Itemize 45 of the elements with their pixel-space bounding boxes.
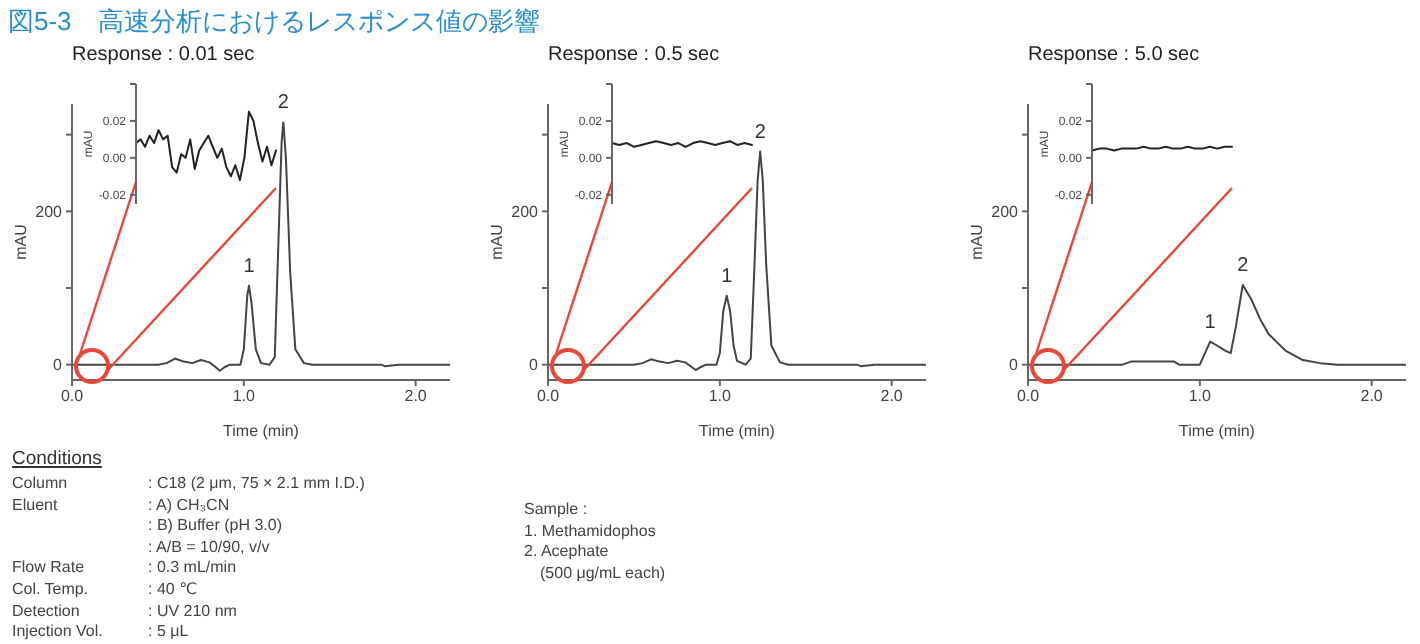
text: 図5-3 高速分析におけるレスポンス値の影響 — [8, 4, 540, 40]
text: Column : C18 (2 μm, 75 × 2.1 mm I.D.) — [12, 474, 365, 496]
annotation: 2 — [277, 92, 290, 115]
y-axis-title: mAU — [967, 223, 986, 260]
x-tick-label: 2.0 — [1360, 387, 1384, 406]
y-tick-label: 200 — [35, 203, 64, 222]
text: (500 μg/mL each) — [538, 563, 666, 585]
y-tick-label: 0 — [1009, 356, 1020, 375]
y-axis-title: mAU — [11, 223, 30, 260]
annotation: 1 — [243, 255, 256, 278]
y-axis-title: mAU — [487, 223, 506, 260]
x-axis-title: Time (min) — [223, 422, 300, 440]
x-tick-label: 2.0 — [880, 387, 904, 406]
text: Flow Rate : 0.3 mL/min — [12, 558, 239, 580]
y-tick-label: 0 — [53, 356, 64, 375]
x-tick-label: 1.0 — [708, 387, 733, 406]
x-tick-label: 0.0 — [1016, 387, 1041, 406]
text: 2. Acephate — [524, 542, 611, 564]
chart-title: Response : 0.01 sec — [70, 44, 257, 70]
annotation: 2 — [754, 121, 767, 144]
chart-title: Response : 0.5 sec — [546, 44, 722, 70]
text: 1. Methamidophos — [524, 521, 658, 543]
x-tick-label: 0.0 — [536, 387, 561, 406]
text: Conditions — [12, 448, 104, 470]
x-axis-title: Time (min) — [699, 422, 776, 440]
text: Detection : UV 210 nm — [12, 601, 239, 623]
x-tick-label: 0.0 — [60, 387, 85, 406]
text: Injection Vol. : 5 μL — [12, 622, 191, 644]
text: : B) Buffer (pH 3.0) — [146, 516, 284, 538]
line-series — [135, 110, 277, 181]
chart-title: Response : 5.0 sec — [1026, 44, 1202, 70]
x-tick-label: 2.0 — [404, 387, 428, 406]
y-tick-label: 200 — [991, 203, 1020, 222]
x-axis-title: Time (min) — [1179, 422, 1256, 440]
annotation: 1 — [721, 265, 734, 288]
x-tick-label: 1.0 — [232, 387, 257, 406]
text: Eluent : A) CH₃CN — [12, 495, 232, 517]
annotation: 2 — [1237, 254, 1250, 277]
text: Sample : — [524, 500, 590, 522]
y-tick-label: 0 — [529, 356, 540, 375]
annotation: 1 — [1204, 311, 1217, 334]
y-tick-label: 200 — [511, 203, 540, 222]
x-tick-label: 1.0 — [1188, 387, 1213, 406]
text: Col. Temp. : 40 ℃ — [12, 579, 200, 602]
text: : A/B = 10/90, v/v — [146, 537, 272, 559]
